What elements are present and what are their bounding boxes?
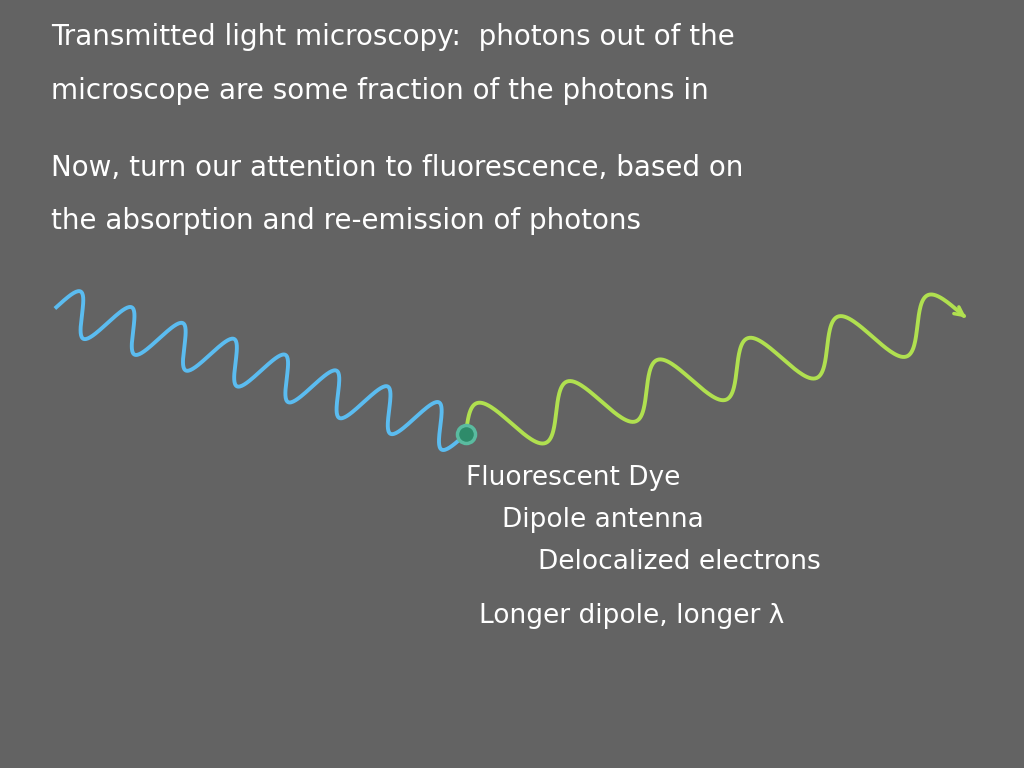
Text: Dipole antenna: Dipole antenna <box>502 507 703 533</box>
Text: Longer dipole, longer λ: Longer dipole, longer λ <box>479 603 784 629</box>
Text: microscope are some fraction of the photons in: microscope are some fraction of the phot… <box>51 77 709 104</box>
Text: Fluorescent Dye: Fluorescent Dye <box>466 465 680 491</box>
Text: the absorption and re-emission of photons: the absorption and re-emission of photon… <box>51 207 641 235</box>
Text: Now, turn our attention to fluorescence, based on: Now, turn our attention to fluorescence,… <box>51 154 743 181</box>
Text: Delocalized electrons: Delocalized electrons <box>538 549 820 575</box>
Text: Transmitted light microscopy:  photons out of the: Transmitted light microscopy: photons ou… <box>51 23 735 51</box>
